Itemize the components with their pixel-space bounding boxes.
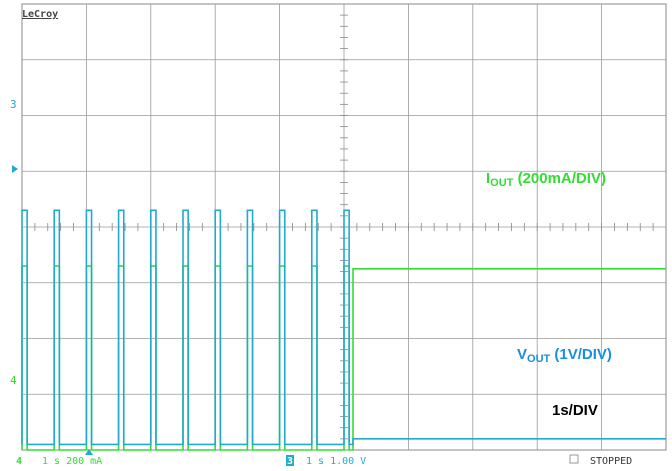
vout-label-sub: OUT (527, 353, 551, 365)
ch4-marker: 4 (10, 374, 17, 387)
status-ch4-number: 4 (16, 456, 22, 467)
iout-label-sub: OUT (490, 177, 514, 189)
trace-vout (21, 209, 666, 446)
trigger-marker (85, 449, 93, 455)
iout-label-main: I (486, 170, 490, 187)
status-ch3-text: 1 s 1.00 V (306, 456, 366, 467)
status-stopped-box (569, 454, 579, 464)
status-ch3-number: 3 (287, 456, 293, 467)
vout-label-rest: (1V/DIV) (550, 346, 612, 363)
timebase-label: 1s/DIV (552, 402, 598, 419)
ch3-offset-arrow (12, 165, 18, 173)
vout-label-main: V (517, 346, 527, 363)
status-state: STOPPED (590, 456, 632, 467)
status-ch3-box (286, 455, 294, 466)
ch3-marker: 3 (10, 98, 17, 111)
iout-label: IOUT (200mA/DIV) (486, 170, 606, 189)
brand-label: LeCroy (22, 9, 58, 20)
vout-label: VOUT (1V/DIV) (517, 346, 612, 365)
iout-label-rest: (200mA/DIV) (513, 170, 606, 187)
traces (21, 209, 666, 451)
status-ch4-text: 1 s 200 mA (42, 456, 102, 467)
